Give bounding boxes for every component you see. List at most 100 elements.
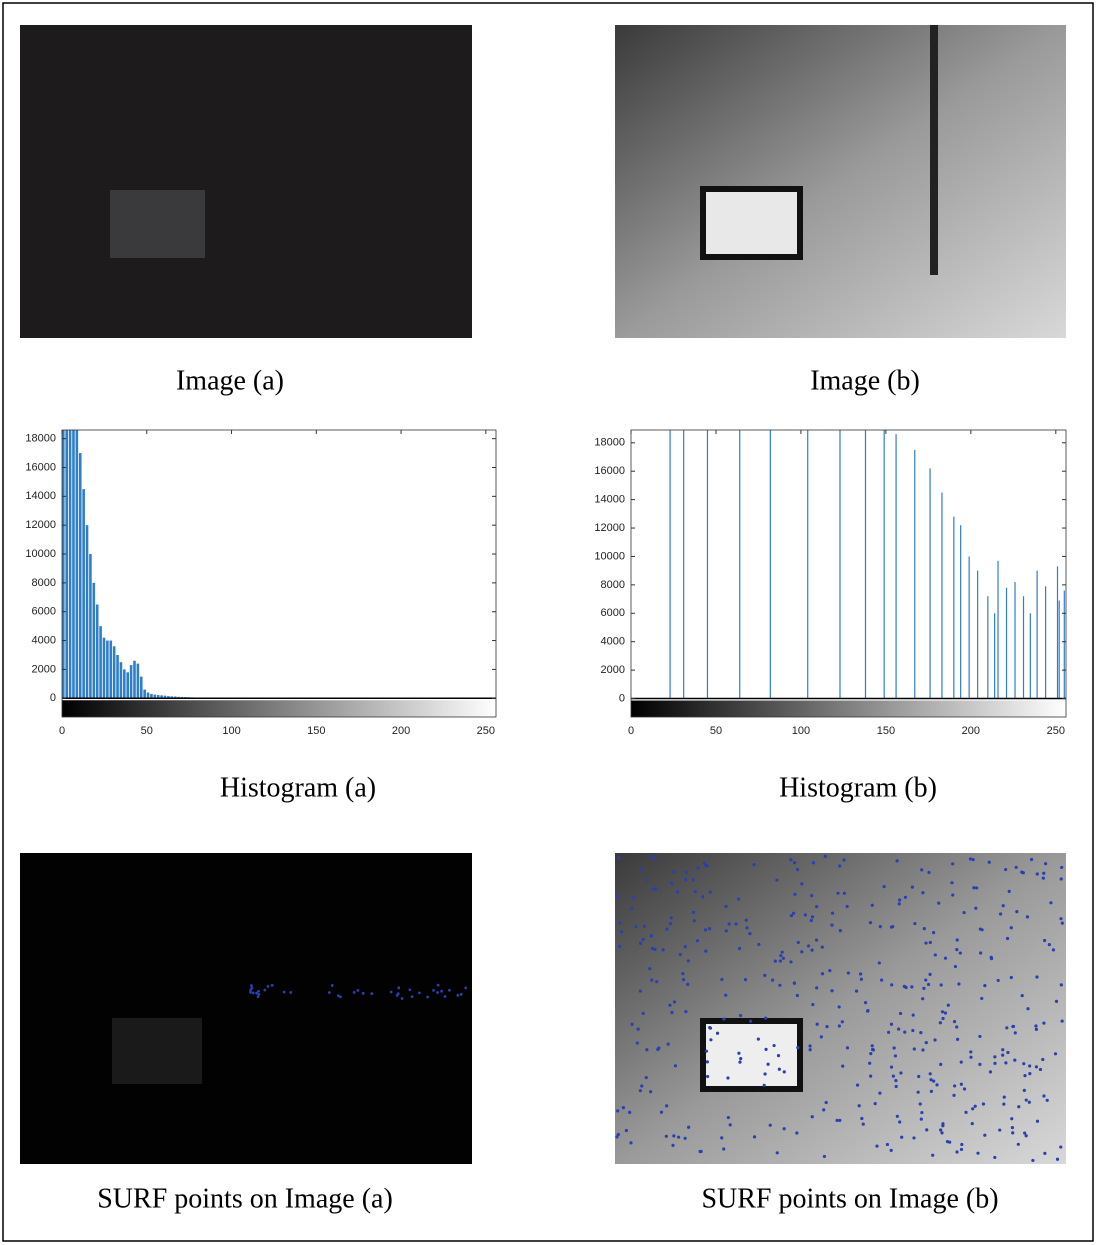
surf-point xyxy=(764,1048,767,1051)
surf-point xyxy=(705,1050,708,1053)
surf-point xyxy=(645,1048,648,1051)
surf-point xyxy=(871,1044,874,1047)
surf-point xyxy=(815,938,818,941)
surf-point xyxy=(701,895,704,898)
x-tick-label: 100 xyxy=(792,725,810,737)
surf-point xyxy=(828,969,831,972)
surf-point xyxy=(899,1012,902,1015)
surf-point xyxy=(660,1111,663,1114)
surf-point xyxy=(950,881,953,884)
surf-point xyxy=(796,868,799,871)
surf-point xyxy=(687,1126,690,1129)
bar xyxy=(147,692,150,698)
surf-point xyxy=(979,927,982,930)
surf-point xyxy=(1015,910,1018,913)
surf-point xyxy=(811,915,814,918)
surf-point xyxy=(662,948,665,951)
surf-point xyxy=(639,942,642,945)
x-tick-label: 150 xyxy=(307,725,325,737)
surf-point xyxy=(869,1075,872,1078)
surf-point xyxy=(789,960,792,963)
surf-point xyxy=(1059,917,1062,920)
image-b-screen xyxy=(706,192,797,254)
surf-point xyxy=(951,893,954,896)
surf-point xyxy=(940,1131,943,1134)
surf-point xyxy=(896,1115,899,1118)
surf-point xyxy=(993,1156,996,1159)
caption: Histogram (a) xyxy=(220,772,376,803)
y-tick-label: 18000 xyxy=(25,433,56,445)
surf-point xyxy=(940,983,943,986)
surf-point xyxy=(875,1144,878,1147)
surf-point xyxy=(797,941,800,944)
surf-point xyxy=(464,986,467,989)
surf-point xyxy=(1046,1099,1049,1102)
surf-point xyxy=(890,1149,893,1152)
surf-point xyxy=(955,1025,958,1028)
surf-point xyxy=(777,1054,780,1057)
surf-point xyxy=(830,924,833,927)
surf-point xyxy=(997,979,1000,982)
surf-point xyxy=(939,1128,942,1131)
surf-point xyxy=(440,990,443,993)
surf-point xyxy=(401,997,404,1000)
surf-point xyxy=(674,1064,677,1067)
surf-point xyxy=(1030,858,1033,861)
surf-point xyxy=(891,925,894,928)
surf-point xyxy=(919,1031,922,1034)
caption: Image (b) xyxy=(810,365,920,396)
y-tick-label: 6000 xyxy=(32,606,56,618)
surf-point xyxy=(709,1038,712,1041)
surf-point xyxy=(903,985,906,988)
surf-point xyxy=(1014,1031,1017,1034)
surf-point xyxy=(1003,1096,1006,1099)
surf-point xyxy=(1036,872,1039,875)
surf-point xyxy=(963,1087,966,1090)
surf-point xyxy=(880,978,883,981)
surf-point xyxy=(810,949,813,952)
surf-point xyxy=(923,927,926,930)
surf-point xyxy=(941,1017,944,1020)
surf-point xyxy=(1025,1098,1028,1101)
surf-point xyxy=(460,993,463,996)
surf-point xyxy=(1035,1028,1038,1031)
surf-point xyxy=(983,1134,986,1137)
surf-point xyxy=(629,1141,632,1144)
surf-point xyxy=(864,1001,867,1004)
surf-point xyxy=(941,1010,944,1013)
y-tick-label: 8000 xyxy=(32,577,56,589)
y-tick-label: 12000 xyxy=(594,522,625,534)
surf-point xyxy=(910,985,913,988)
surf-point xyxy=(283,991,286,994)
surf-point xyxy=(654,887,657,890)
surf-point xyxy=(1005,1026,1008,1029)
surf-point xyxy=(1011,1025,1014,1028)
surf-point xyxy=(411,995,414,998)
bar xyxy=(137,664,140,699)
surf-point xyxy=(1025,1134,1028,1137)
surf-point xyxy=(825,1025,828,1028)
surf-point xyxy=(831,911,834,914)
surf-point xyxy=(622,1106,625,1109)
surf-point xyxy=(655,980,658,983)
surf-point xyxy=(763,1072,766,1075)
surf-point xyxy=(924,978,927,981)
y-tick-label: 10000 xyxy=(594,550,625,562)
surf-point xyxy=(757,1037,760,1040)
surf-point xyxy=(862,1122,865,1125)
surf-point xyxy=(252,991,255,994)
surf-point xyxy=(841,1020,844,1023)
surf-point xyxy=(676,890,679,893)
bar xyxy=(126,672,129,698)
surf-point xyxy=(990,957,993,960)
surf-point xyxy=(1044,862,1047,865)
surf-point xyxy=(960,1083,963,1086)
bar xyxy=(123,669,126,698)
surf-a xyxy=(20,853,472,1164)
surf-point xyxy=(824,855,827,858)
y-tick-label: 16000 xyxy=(594,465,625,477)
surf-point xyxy=(897,1027,900,1030)
axes-frame xyxy=(631,430,1066,717)
surf-point xyxy=(979,951,982,954)
surf-point xyxy=(999,912,1002,915)
